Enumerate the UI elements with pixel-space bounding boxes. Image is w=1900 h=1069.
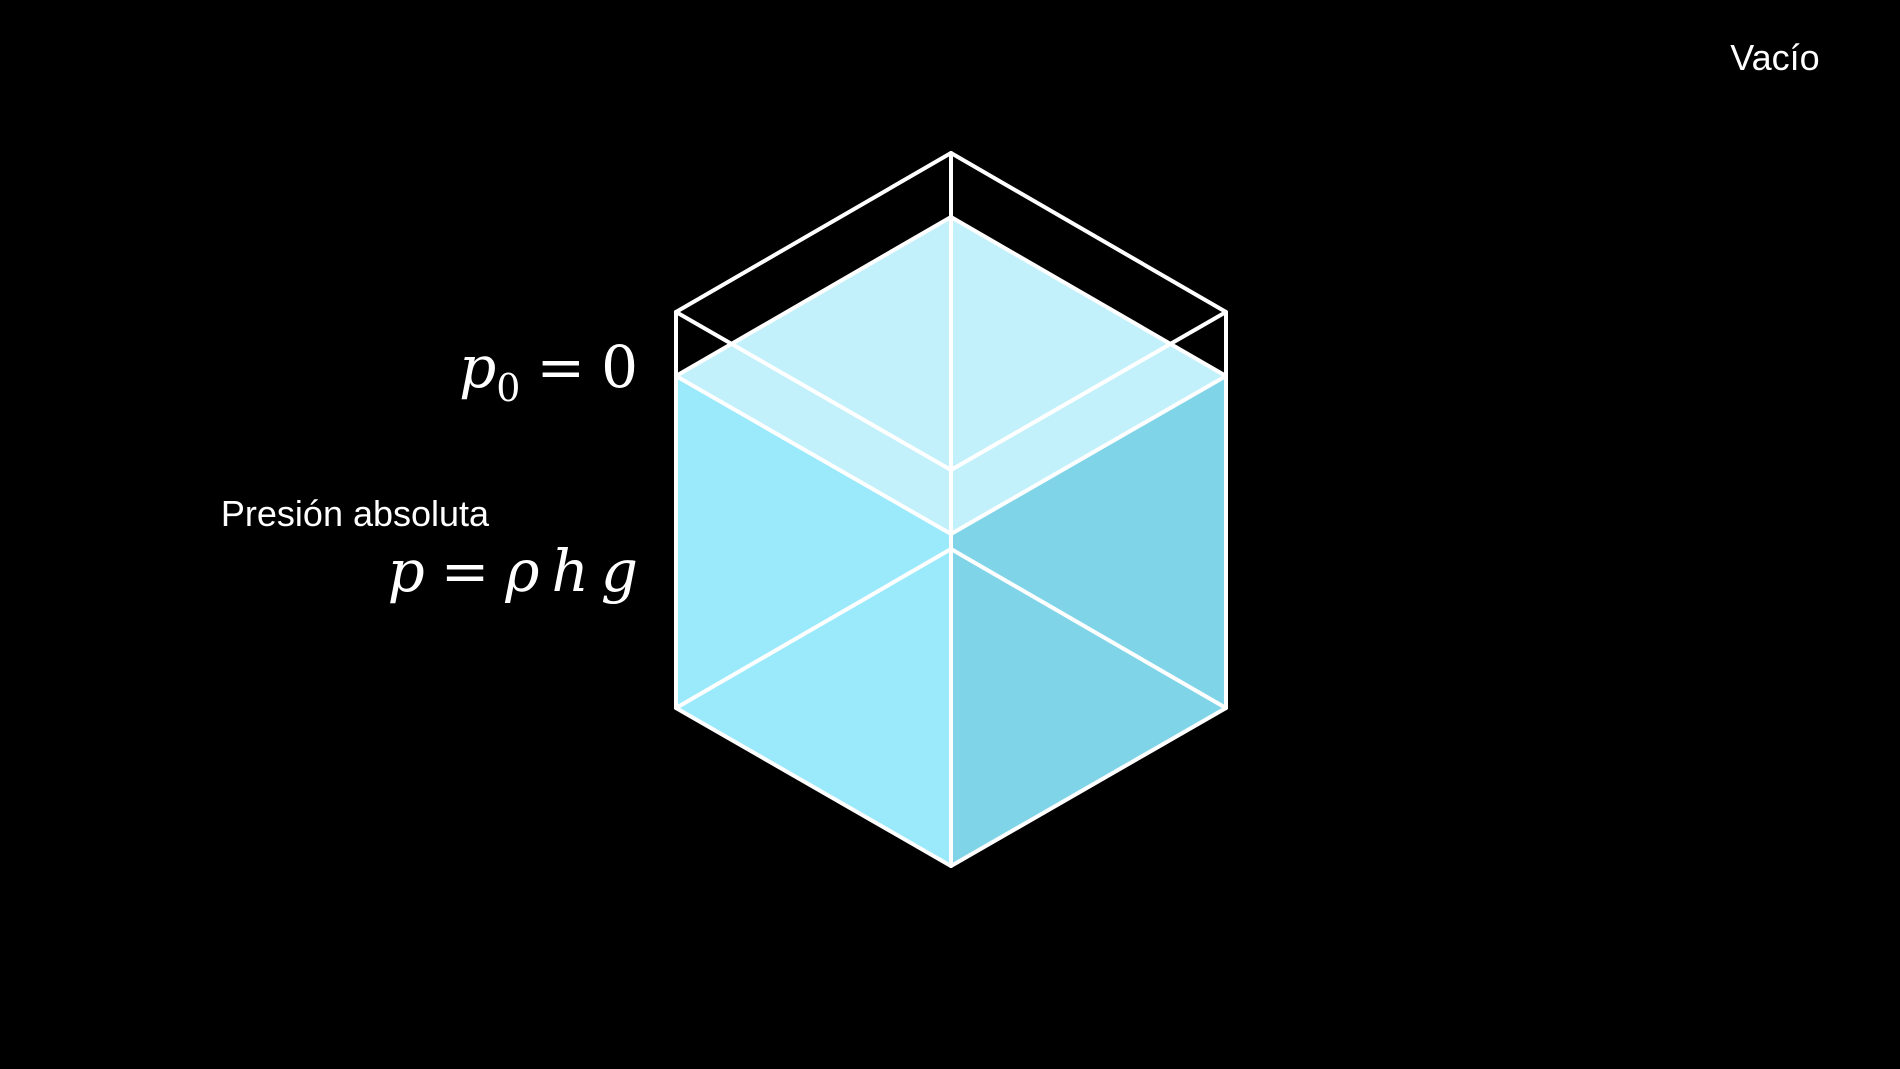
pressure-symbol: p bbox=[459, 333, 497, 401]
surface-pressure-equation: p0 = 0 bbox=[459, 338, 638, 407]
water-left-face bbox=[676, 376, 951, 866]
back-right-bottom-edge bbox=[949, 547, 1228, 710]
container-outline bbox=[674, 151, 1228, 868]
depth-symbol: h bbox=[551, 537, 589, 605]
equals-sign: = bbox=[536, 333, 586, 401]
absolute-pressure-label: Presión absoluta bbox=[220, 493, 490, 534]
equals-sign: = bbox=[440, 537, 490, 605]
absolute-pressure-equation: p = ρ h g bbox=[388, 542, 638, 600]
zero-value: 0 bbox=[601, 333, 638, 401]
gravity-symbol: g bbox=[600, 537, 638, 605]
water-right-face bbox=[951, 376, 1226, 866]
back-right-top-edge bbox=[949, 310, 1228, 472]
subscript-zero: 0 bbox=[496, 366, 521, 410]
density-symbol: ρ bbox=[505, 537, 540, 605]
pressure-symbol: p bbox=[387, 537, 425, 605]
vacuum-label: Vacío bbox=[1730, 37, 1820, 78]
back-left-bottom-edge bbox=[674, 547, 953, 710]
back-left-top-edge bbox=[674, 310, 953, 472]
